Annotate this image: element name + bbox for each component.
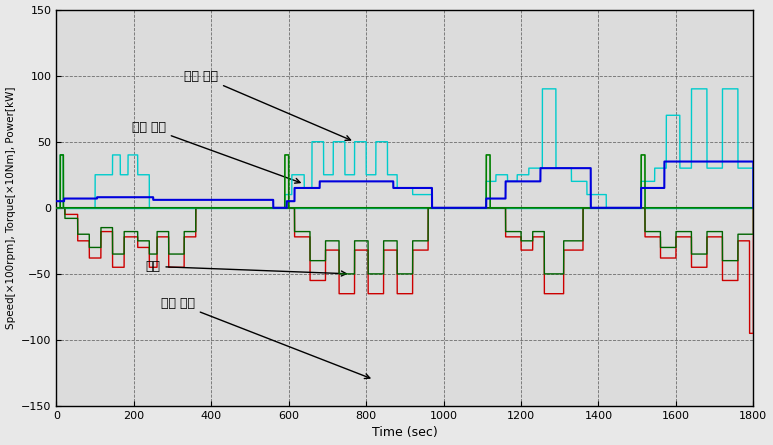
X-axis label: Time (sec): Time (sec) bbox=[372, 426, 438, 440]
Y-axis label: Speed[×100rpm], Torque[×10Nm], Power[kW]: Speed[×100rpm], Torque[×10Nm], Power[kW] bbox=[5, 86, 15, 329]
Text: 토크: 토크 bbox=[145, 260, 346, 276]
Text: 엔진 속도: 엔진 속도 bbox=[132, 121, 300, 183]
Text: 출력 명령: 출력 명령 bbox=[184, 69, 350, 140]
Text: 측정 출력: 측정 출력 bbox=[161, 297, 369, 379]
